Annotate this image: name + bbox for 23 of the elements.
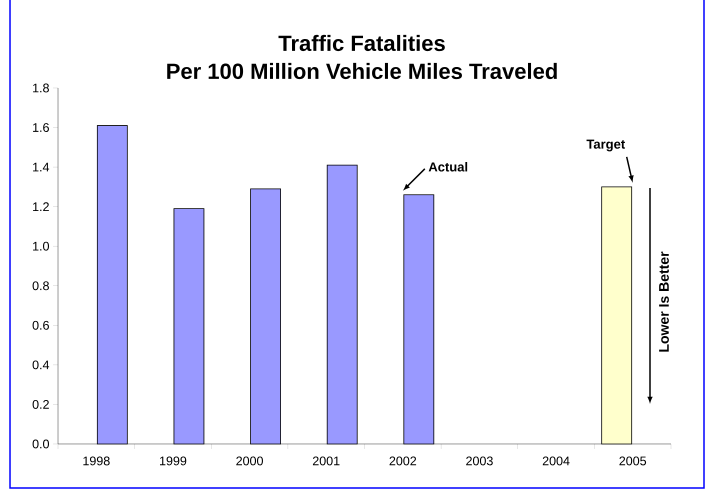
x-tick-label: 1999 <box>160 456 186 466</box>
chart-subtitle: Per 100 Million Vehicle Miles Traveled <box>167 62 557 80</box>
x-tick-label: 2005 <box>619 456 646 466</box>
y-tick-label: 0.2 <box>32 400 49 409</box>
x-tick-label: 2004 <box>542 456 570 466</box>
y-tick-label: 1.0 <box>33 242 50 251</box>
y-tick-label: 0.8 <box>32 281 49 290</box>
x-tick-label: 1998 <box>83 456 110 466</box>
y-tick-label: 0.4 <box>32 360 50 370</box>
x-tick-label: 2002 <box>390 456 416 466</box>
x-tick-label: 2001 <box>312 456 340 466</box>
y-tick-label: 1.8 <box>33 84 49 92</box>
y-tick-label: 1.4 <box>33 162 50 172</box>
annotation: Target <box>586 140 626 152</box>
x-tick-label: 2000 <box>236 456 263 466</box>
y-tick-label: 0.0 <box>32 440 50 448</box>
y-tick-label: 0.6 <box>32 320 49 330</box>
annotation: Actual <box>428 162 468 172</box>
y-tick-label: 1.6 <box>33 123 49 132</box>
annotation: Lower Is Better <box>659 252 669 352</box>
chart-title: Traffic Fatalities <box>278 34 445 52</box>
y-tick-label: 1.2 <box>33 202 49 212</box>
x-tick-label: 2003 <box>466 456 493 466</box>
